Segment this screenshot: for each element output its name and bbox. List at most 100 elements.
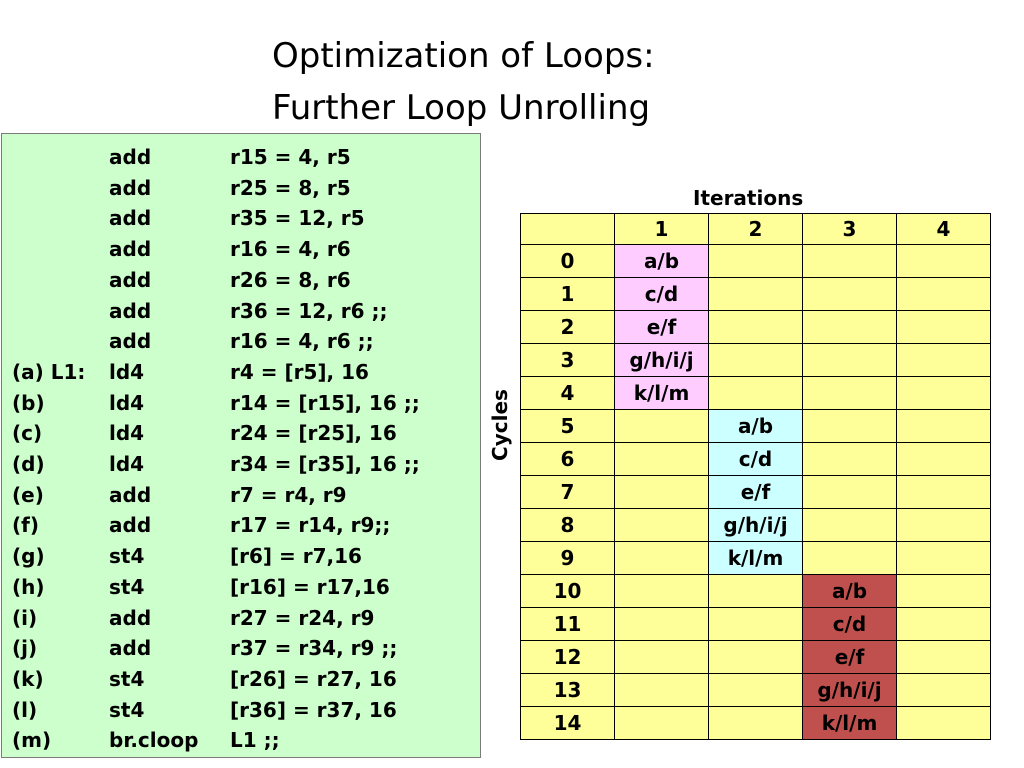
code-operands: r15 = 4, r5 (230, 145, 351, 169)
schedule-cell (802, 442, 897, 476)
code-label: (j) (12, 636, 38, 661)
code-operands: r37 = r34, r9 ;; (230, 636, 398, 661)
cycle-number-cell: 10 (520, 574, 615, 608)
table-row: 3 g/h/i/j (520, 343, 991, 377)
schedule-cell (896, 376, 991, 410)
table-row: 5 a/b (520, 409, 991, 443)
schedule-cell (896, 244, 991, 278)
schedule-cell (802, 508, 897, 542)
schedule-cell: a/b (708, 409, 803, 443)
schedule-cell (802, 475, 897, 509)
code-opcode: add (109, 605, 152, 630)
schedule-cell (802, 277, 897, 311)
schedule-cell: e/f (614, 310, 709, 344)
slide-title: Optimization of Loops: Further Loop Unro… (272, 30, 655, 134)
schedule-cell (896, 277, 991, 311)
table-row: 14 k/l/m (520, 706, 991, 740)
schedule-cell (614, 442, 709, 476)
code-opcode: add (109, 237, 152, 262)
table-row: 11 c/d (520, 607, 991, 641)
schedule-cell (896, 343, 991, 377)
code-label: (g) (12, 544, 45, 569)
schedule-cell (802, 244, 897, 278)
code-opcode: st4 (109, 544, 145, 569)
schedule-cell: a/b (802, 574, 897, 608)
cycle-number-cell: 7 (520, 475, 615, 509)
cycle-number-cell: 13 (520, 673, 615, 707)
schedule-cell (896, 310, 991, 344)
code-label: (c) (12, 421, 43, 446)
schedule-cell (614, 574, 709, 608)
slide-title-line-2: Further Loop Unrolling (272, 88, 651, 128)
code-operands: [r6] = r7,16 (230, 544, 362, 569)
schedule-cell (708, 343, 803, 377)
code-label: (k) (12, 666, 44, 691)
schedule-table: 1 2 3 4 0 a/b 1 c/d 2 e/f 3 g/h/i/j 4 k/l/m 5 a/b 6 c/d 7 e… (520, 213, 991, 740)
schedule-cell (614, 640, 709, 674)
schedule-cell (708, 673, 803, 707)
code-opcode: add (109, 636, 152, 661)
code-label: (d) (12, 452, 45, 476)
iterations-label: Iterations (693, 186, 804, 210)
table-row: 7 e/f (520, 475, 991, 509)
schedule-cell (614, 706, 709, 740)
code-opcode: add (109, 206, 152, 231)
cycle-number-cell: 8 (520, 508, 615, 542)
cycle-number-cell: 5 (520, 409, 615, 443)
cycle-number-cell: 1 (520, 277, 615, 311)
schedule-cell (896, 673, 991, 707)
schedule-cell: g/h/i/j (708, 508, 803, 542)
code-operands: [r26] = r27, 16 (230, 666, 397, 691)
table-row: 9 k/l/m (520, 541, 991, 575)
code-operands: r16 = 4, r6 ;; (230, 329, 374, 354)
code-operands: r17 = r14, r9;; (230, 513, 391, 538)
code-operands: [r16] = r17,16 (230, 574, 390, 599)
code-label: (e) (12, 482, 44, 507)
table-row: 1 c/d (520, 277, 991, 311)
code-opcode: ld4 (109, 421, 145, 446)
schedule-cell (896, 508, 991, 542)
code-operands: r34 = [r35], 16 ;; (230, 452, 420, 476)
code-opcode: st4 (109, 574, 145, 599)
schedule-cell (708, 706, 803, 740)
schedule-cell (708, 310, 803, 344)
cycle-number-cell: 11 (520, 607, 615, 641)
cycle-number-cell: 12 (520, 640, 615, 674)
schedule-cell (896, 607, 991, 641)
table-row: 2 e/f (520, 310, 991, 344)
schedule-cell (896, 442, 991, 476)
code-operands: r16 = 4, r6 (230, 237, 351, 262)
schedule-cell (708, 574, 803, 608)
iteration-header-cell: 2 (708, 213, 803, 245)
table-row: 0 a/b (520, 244, 991, 278)
code-label: (i) (12, 605, 38, 630)
code-operands: r27 = r24, r9 (230, 605, 375, 630)
schedule-cell (614, 541, 709, 575)
cycle-number-cell: 6 (520, 442, 615, 476)
table-row: 10 a/b (520, 574, 991, 608)
table-row: 8 g/h/i/j (520, 508, 991, 542)
code-opcode: add (109, 298, 152, 323)
cycle-number-cell: 0 (520, 244, 615, 278)
iteration-header-cell: 1 (614, 213, 709, 245)
cycles-label: Cycles (488, 389, 512, 461)
schedule-cell: e/f (708, 475, 803, 509)
schedule-cell (896, 706, 991, 740)
code-operands: r35 = 12, r5 (230, 206, 365, 231)
schedule-cell (708, 607, 803, 641)
code-opcode: add (109, 145, 152, 169)
schedule-cell (708, 277, 803, 311)
code-opcode: add (109, 513, 152, 538)
code-opcode: st4 (109, 666, 145, 691)
code-label: (f) (12, 513, 39, 538)
code-operands: r7 = r4, r9 (230, 482, 347, 507)
code-operands: r26 = 8, r6 (230, 267, 351, 292)
schedule-cell (896, 475, 991, 509)
schedule-cell (614, 475, 709, 509)
table-row: 4 k/l/m (520, 376, 991, 410)
schedule-cell (802, 310, 897, 344)
table-row: 12 e/f (520, 640, 991, 674)
code-opcode: add (109, 329, 152, 354)
code-label: (m) (12, 728, 52, 753)
code-opcode: add (109, 175, 152, 200)
